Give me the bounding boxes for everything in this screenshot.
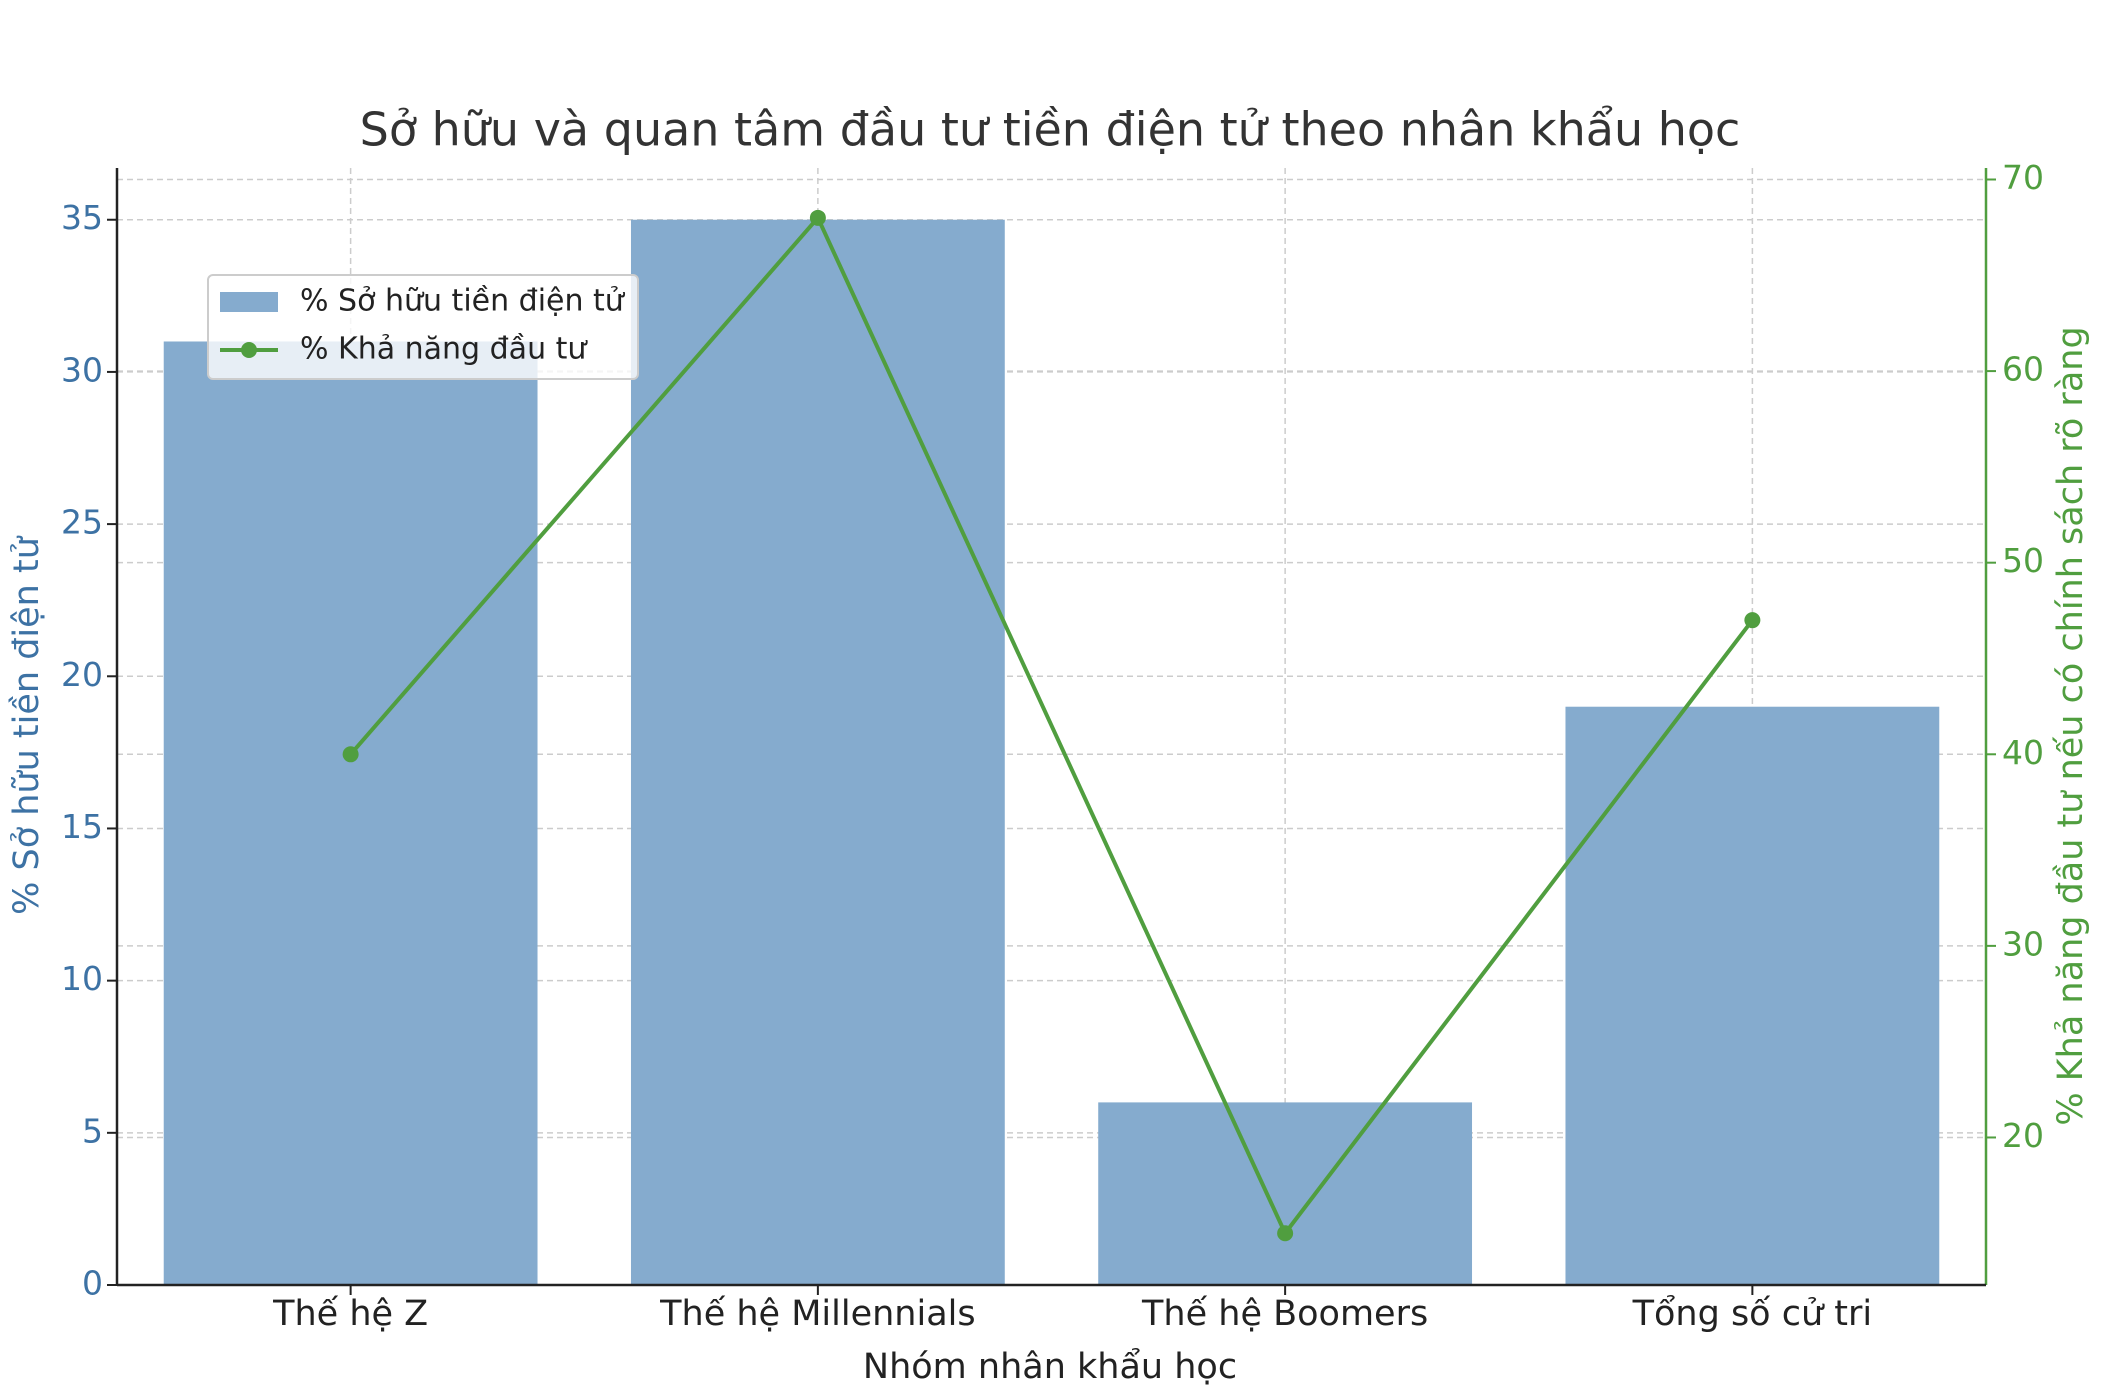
y-tick-label: 10 (61, 959, 103, 998)
legend-label: % Khả năng đầu tư (300, 332, 588, 367)
y-tick-label: 0 (82, 1264, 103, 1303)
line-marker (809, 209, 826, 226)
chart-title: Sở hữu và quan tâm đầu tư tiền điện tử t… (360, 103, 1741, 157)
x-tick-label: Thế hệ Boomers (1141, 1294, 1428, 1334)
y-tick-label: 25 (61, 503, 103, 542)
y2-tick-label: 30 (2002, 924, 2044, 963)
bar (1098, 1102, 1473, 1285)
legend-label: % Sở hữu tiền điện tử (300, 284, 626, 319)
bar (630, 219, 1005, 1285)
y2-tick-label: 20 (2002, 1116, 2044, 1155)
y-tick-label: 5 (82, 1111, 103, 1150)
legend-swatch (241, 342, 257, 358)
bar (1565, 706, 1940, 1285)
legend-swatch (220, 292, 278, 312)
y-tick-label: 15 (61, 807, 103, 846)
bar (163, 341, 538, 1286)
legend-box (207, 274, 639, 380)
y-tick-label: 35 (61, 198, 103, 237)
line (349, 214, 1754, 1238)
y-tick-label: 30 (61, 350, 103, 389)
y2-tick-label: 50 (2002, 541, 2044, 580)
line-marker (1744, 612, 1761, 629)
x-tick-label: Thế hệ Z (272, 1294, 428, 1334)
y-tick-label: 20 (61, 655, 103, 694)
x-tick-label: Thế hệ Millennials (659, 1294, 975, 1334)
x-axis-label: Nhóm nhân khẩu học (863, 1346, 1237, 1387)
line-marker (342, 746, 359, 763)
line-marker (1277, 1225, 1294, 1242)
y-axis-label: % Sở hữu tiền điện tử (7, 535, 47, 915)
y2-axis-label: % Khả năng đầu tư nếu có chính sách rõ r… (2051, 326, 2091, 1125)
y2-tick-label: 60 (2002, 350, 2044, 389)
legend: % Sở hữu tiền điện tử % Khả năng đầu tư (207, 274, 639, 380)
y2-tick-label: 40 (2002, 733, 2044, 772)
x-tick-label: Tổng số cử tri (1632, 1293, 1872, 1334)
y2-tick-label: 70 (2002, 158, 2044, 197)
